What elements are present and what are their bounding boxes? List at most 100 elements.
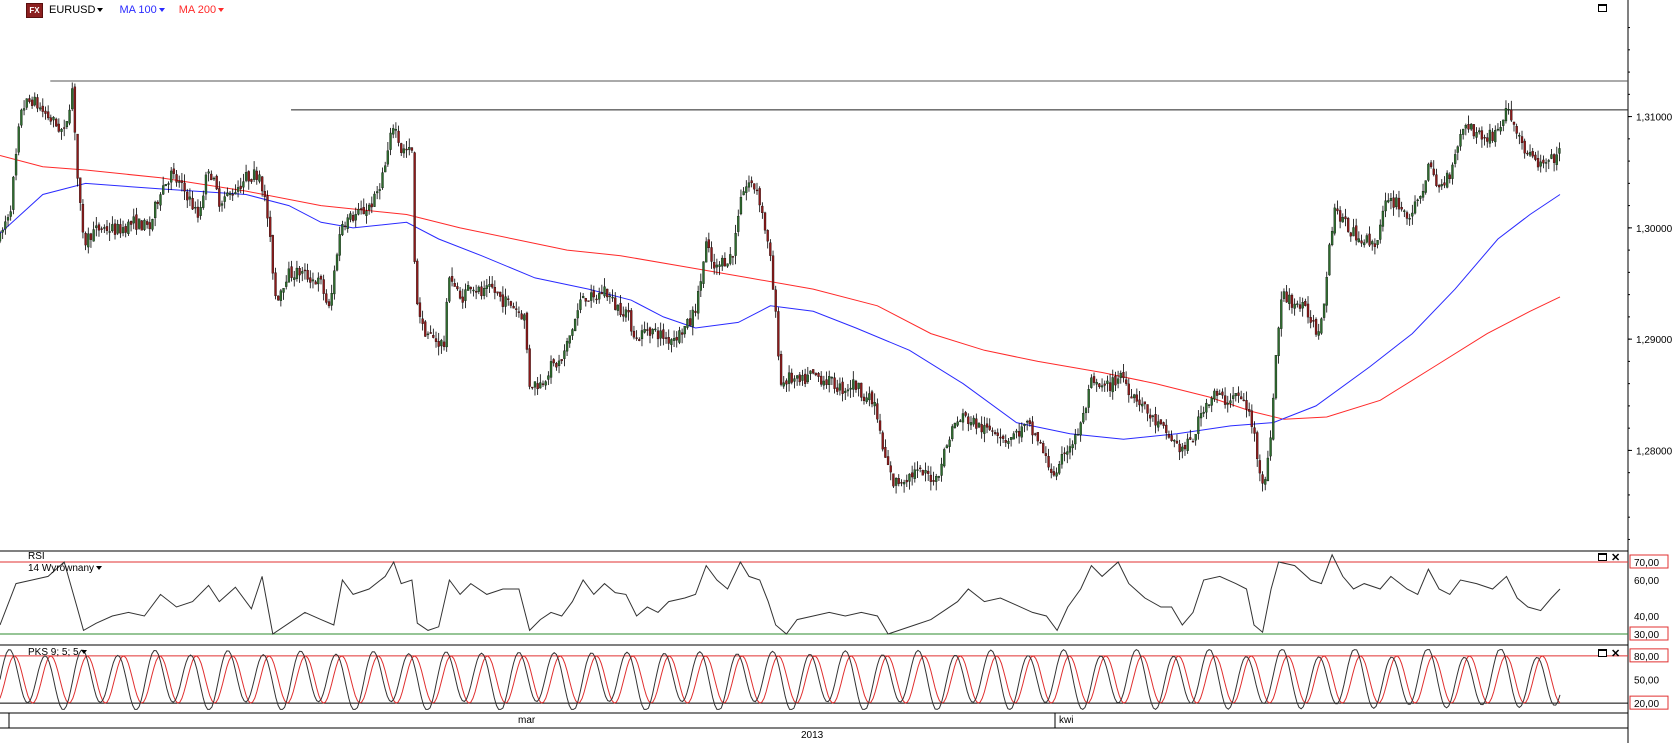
candle-body bbox=[921, 470, 924, 476]
candle-body bbox=[1017, 431, 1021, 437]
candle-body bbox=[129, 221, 133, 225]
candle-body bbox=[1074, 434, 1077, 445]
candle-body bbox=[1453, 154, 1457, 164]
candle-body bbox=[1488, 129, 1492, 144]
candle-body bbox=[544, 381, 547, 386]
candle-body bbox=[985, 423, 989, 428]
candle-body bbox=[1411, 212, 1414, 217]
candle-body bbox=[148, 222, 151, 230]
candle-body bbox=[1143, 401, 1147, 405]
candle-body bbox=[1039, 442, 1042, 444]
candle-body bbox=[531, 386, 534, 389]
ma200-legend[interactable]: MA 200 bbox=[179, 4, 225, 16]
candle-body bbox=[236, 187, 240, 192]
candle-body bbox=[646, 329, 649, 331]
candle-body bbox=[1510, 109, 1513, 121]
candle-body bbox=[84, 233, 87, 246]
candle-body bbox=[191, 198, 194, 210]
candle-body bbox=[1483, 137, 1486, 139]
candle-body bbox=[734, 233, 737, 256]
candle-body bbox=[309, 277, 312, 283]
maximize-main-icon[interactable] bbox=[1598, 4, 1607, 12]
candle-body bbox=[793, 378, 796, 382]
candle-body bbox=[474, 290, 478, 293]
candle-body bbox=[769, 242, 772, 256]
candle-body bbox=[269, 216, 272, 237]
candle-body bbox=[854, 380, 858, 390]
candle-body bbox=[1197, 416, 1200, 434]
candle-body bbox=[584, 298, 587, 302]
candle-body bbox=[1416, 199, 1419, 202]
candle-body bbox=[844, 390, 847, 393]
candle-body bbox=[1338, 210, 1342, 222]
candle-body bbox=[667, 337, 670, 344]
maximize-pks-icon[interactable] bbox=[1598, 649, 1607, 657]
candle-body bbox=[0, 233, 2, 242]
candle-body bbox=[1106, 380, 1109, 384]
candle-body bbox=[1544, 162, 1548, 164]
candle-body bbox=[905, 479, 908, 483]
candle-body bbox=[111, 224, 114, 232]
candle-body bbox=[402, 148, 406, 154]
candle-body bbox=[1066, 451, 1069, 455]
candle-body bbox=[836, 387, 839, 392]
candle-body bbox=[782, 382, 785, 387]
candle-body bbox=[1280, 299, 1283, 329]
candle-body bbox=[1058, 464, 1061, 474]
candle-body bbox=[996, 432, 999, 436]
candle-body bbox=[680, 332, 684, 335]
pks-tick-label: 20,00 bbox=[1634, 699, 1659, 710]
candle-body bbox=[1154, 414, 1157, 426]
symbol-selector[interactable]: EURUSD bbox=[49, 4, 104, 16]
pks-settings[interactable]: PKS 9; 5; 5 bbox=[28, 647, 87, 658]
candle-body bbox=[1512, 121, 1516, 125]
close-rsi-icon[interactable]: ✕ bbox=[1611, 552, 1621, 564]
candle-body bbox=[252, 169, 256, 180]
maximize-rsi-icon[interactable] bbox=[1598, 553, 1607, 561]
candle-body bbox=[1536, 158, 1540, 168]
candle-body bbox=[710, 247, 713, 262]
candle-body bbox=[392, 128, 395, 135]
candle-body bbox=[1494, 130, 1497, 143]
candle-body bbox=[1274, 355, 1278, 399]
candle-body bbox=[600, 292, 604, 295]
candle-body bbox=[739, 196, 743, 215]
candle-body bbox=[376, 191, 379, 194]
candle-body bbox=[1395, 197, 1398, 208]
candle-body bbox=[1301, 302, 1304, 309]
candle-body bbox=[1258, 460, 1262, 474]
candle-body bbox=[852, 379, 855, 390]
candle-body bbox=[801, 375, 804, 381]
candle-body bbox=[458, 290, 462, 299]
candle-body bbox=[445, 301, 448, 348]
candle-body bbox=[614, 297, 617, 310]
candle-body bbox=[1063, 452, 1066, 455]
ma200-line bbox=[0, 155, 1561, 420]
candle-body bbox=[608, 295, 612, 298]
candle-body bbox=[729, 254, 732, 264]
candle-body bbox=[787, 372, 791, 384]
candle-body bbox=[972, 417, 975, 425]
candle-body bbox=[317, 277, 320, 285]
candle-body bbox=[1384, 200, 1387, 212]
ma100-legend[interactable]: MA 100 bbox=[119, 4, 165, 16]
close-pks-icon[interactable]: ✕ bbox=[1611, 648, 1621, 660]
candle-body bbox=[951, 426, 954, 440]
candle-body bbox=[1186, 438, 1189, 451]
candle-body bbox=[1314, 319, 1318, 335]
rsi-settings[interactable]: 14 Wyrównany bbox=[28, 563, 103, 574]
candle-body bbox=[116, 223, 119, 234]
candle-body bbox=[785, 380, 788, 385]
candle-body bbox=[504, 296, 507, 307]
candle-body bbox=[1381, 210, 1385, 227]
candle-body bbox=[405, 148, 408, 151]
candle-body bbox=[327, 301, 331, 307]
candle-body bbox=[499, 291, 502, 297]
candle-body bbox=[1133, 394, 1136, 399]
candle-body bbox=[948, 439, 951, 447]
candle-body bbox=[632, 330, 636, 338]
candle-body bbox=[260, 176, 264, 192]
candle-body bbox=[231, 193, 234, 196]
candle-body bbox=[92, 229, 95, 242]
